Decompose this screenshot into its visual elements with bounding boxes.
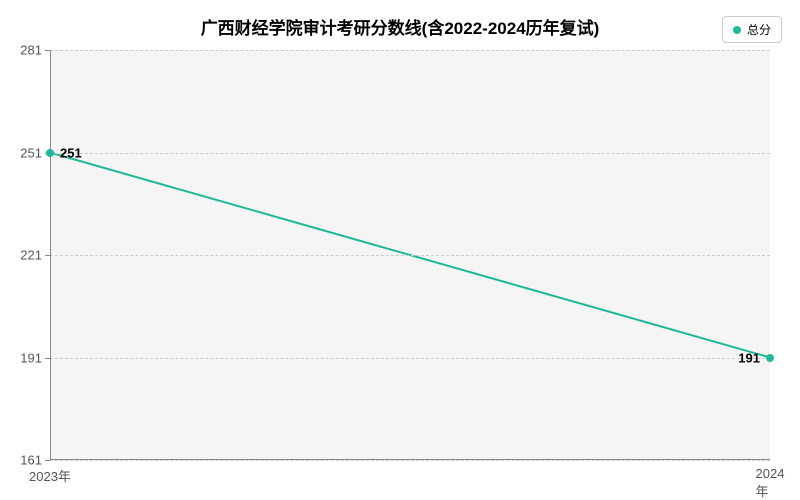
chart-legend: 总分: [722, 16, 782, 43]
gridline: [50, 460, 770, 461]
legend-marker-icon: [733, 26, 741, 34]
chart-title: 广西财经学院审计考研分数线(含2022-2024历年复试): [0, 14, 800, 39]
x-tick-label: 2023年: [29, 460, 71, 485]
data-point-label: 191: [738, 350, 760, 365]
x-axis-line: [50, 459, 770, 460]
y-axis-line: [50, 50, 51, 460]
plot-area: 1611912212512812023年2024年251191: [50, 50, 770, 460]
gridline: [50, 358, 770, 359]
gridline: [50, 50, 770, 51]
gridline: [50, 255, 770, 256]
x-tick-label: 2024年: [756, 460, 785, 500]
data-point-label: 251: [60, 145, 82, 160]
data-point: [766, 354, 774, 362]
gridline: [50, 153, 770, 154]
data-point: [46, 149, 54, 157]
line-chart: 广西财经学院审计考研分数线(含2022-2024历年复试) 总分 1611912…: [0, 0, 800, 500]
legend-label: 总分: [747, 21, 771, 38]
